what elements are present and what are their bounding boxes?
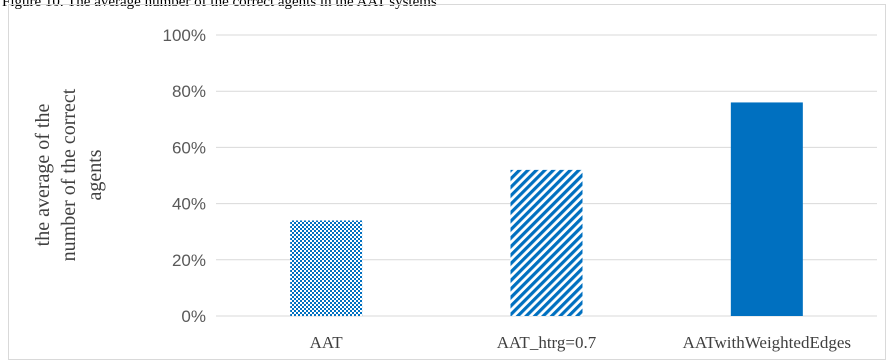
category-labels: AAT AAT_htrg=0.7 AATwithWeightedEdges [310, 333, 851, 352]
category-label: AAT_htrg=0.7 [497, 333, 597, 352]
bar-2 [510, 169, 583, 316]
chart-frame [8, 4, 886, 360]
y-axis-label: the average of the number of the correct a… [32, 88, 106, 261]
y-tick-label: 100% [163, 26, 206, 45]
y-axis-label-line: number of the correct [58, 88, 80, 261]
y-tick-label: 0% [181, 307, 206, 326]
y-tick-label: 60% [172, 138, 206, 157]
y-tick-label: 20% [172, 251, 206, 270]
y-axis-label-line: agents [84, 149, 106, 200]
bar-1 [290, 220, 363, 316]
y-tick-label: 80% [172, 82, 206, 101]
caption-fragment: Figure 10. The average number of the cor… [2, 0, 437, 10]
bar-3 [730, 102, 803, 316]
category-label: AATwithWeightedEdges [683, 333, 851, 352]
category-label: AAT [310, 333, 344, 352]
y-tick-label: 40% [172, 195, 206, 214]
bars [290, 102, 803, 316]
y-axis-label-line: the average of the [32, 104, 54, 247]
y-tick-labels: 0% 20% 40% 60% 80% 100% [163, 26, 206, 326]
